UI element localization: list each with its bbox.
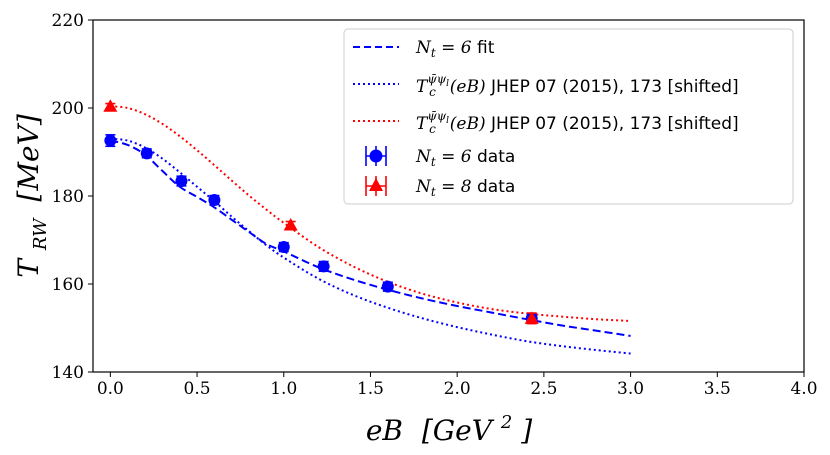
x-tick-label: 3.5 — [704, 379, 731, 399]
data-point-nt6 — [277, 241, 290, 254]
x-axis-label: eB [GeV 2 ] — [366, 402, 532, 447]
x-axis-label-unit-open: [GeV — [422, 414, 495, 447]
y-tick-label: 180 — [52, 187, 84, 207]
x-tick-label: 2.5 — [530, 379, 557, 399]
x-tick-label: 2.0 — [444, 379, 471, 399]
legend-label-nt6-fit: Nt = 6 fit — [415, 38, 495, 60]
triangle-marker — [283, 218, 298, 231]
legend-label-red-dotted: Tψ̄ψl c (eB) JHEP 07 (2015), 173 [shifted] — [416, 109, 739, 136]
x-tick-label: 3.0 — [617, 379, 644, 399]
x-tick-label: 0.0 — [97, 379, 124, 399]
data-point-nt6 — [208, 193, 221, 206]
x-axis-label-unit-close: ] — [520, 414, 532, 447]
data-point-nt6 — [175, 175, 188, 188]
legend-label-nt6-data: Nt = 6 data — [415, 147, 515, 169]
y-axis-label-sub: RW — [30, 217, 51, 251]
circle-marker — [104, 134, 117, 147]
circle-marker — [317, 260, 330, 273]
triangle-marker — [103, 99, 118, 112]
series-line-red-dotted — [110, 105, 631, 322]
y-axis-label-main: T — [12, 257, 45, 278]
y-tick-label: 200 — [52, 99, 84, 119]
x-axis-label-unit-sup: 2 — [500, 412, 512, 433]
y-axis-label: T RW [MeV] — [12, 114, 53, 278]
y-axis-label-unit: [MeV] — [12, 114, 45, 201]
x-tick-label: 1.0 — [270, 379, 297, 399]
series-points — [103, 99, 539, 325]
x-tick-label: 1.5 — [357, 379, 384, 399]
legend-swatch-nt6-data — [365, 146, 387, 166]
x-tick-label: 4.0 — [790, 379, 817, 399]
legend-swatch-nt8-data — [365, 176, 387, 196]
x-axis-label-main: eB — [366, 414, 403, 447]
y-tick-label: 220 — [52, 11, 84, 31]
legend: Nt = 6 fit Tψ̄ψl c (eB) JHEP 07 (2015), 17… — [343, 28, 794, 205]
y-tick-label: 160 — [52, 275, 84, 295]
legend-label-blue-dotted: Tψ̄ψl c (eB) JHEP 07 (2015), 173 [shifted] — [416, 72, 739, 99]
x-tick-label: 0.5 — [184, 379, 211, 399]
circle-marker — [381, 280, 394, 293]
data-point-nt8 — [524, 311, 539, 325]
legend-label-nt8-data: Nt = 8 data — [415, 177, 515, 199]
data-point-nt6 — [317, 260, 330, 273]
data-point-nt6 — [104, 134, 117, 148]
series-line-blue-dotted — [110, 137, 631, 355]
y-tick-label: 140 — [52, 363, 84, 383]
circle-marker — [140, 147, 153, 160]
data-point-nt8 — [283, 218, 298, 231]
circle-marker — [208, 193, 221, 206]
data-point-nt6 — [381, 280, 394, 293]
circle-marker — [175, 175, 188, 188]
y-axis-ticks: 140 160 180 200 220 — [52, 11, 93, 383]
circle-marker — [277, 241, 290, 254]
data-point-nt6 — [140, 147, 153, 160]
data-point-nt8 — [103, 99, 118, 112]
triangle-marker — [524, 311, 539, 324]
legend-box — [343, 28, 794, 205]
x-axis-ticks: 0.0 0.5 1.0 1.5 2.0 2.5 3.0 3.5 4.0 — [97, 372, 818, 399]
